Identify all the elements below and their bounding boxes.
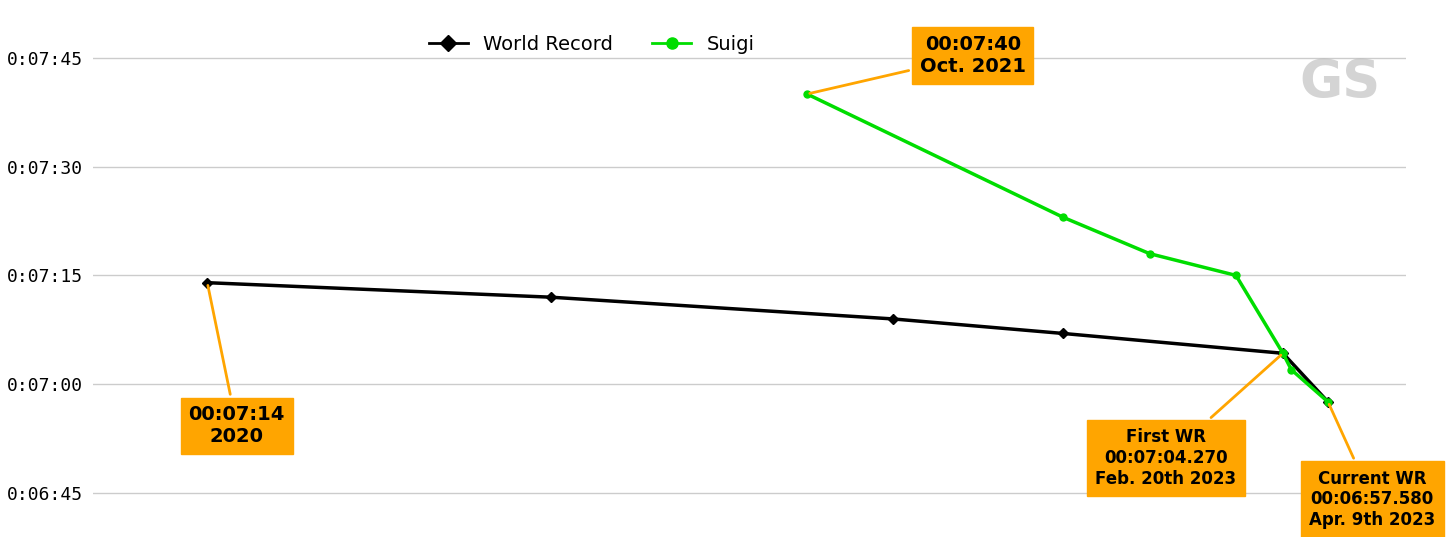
Text: GS: GS: [1299, 57, 1380, 109]
Text: 00:07:40
Oct. 2021: 00:07:40 Oct. 2021: [810, 35, 1025, 93]
Text: Current WR
00:06:57.580
Apr. 9th 2023: Current WR 00:06:57.580 Apr. 9th 2023: [1309, 404, 1436, 529]
Legend: World Record, Suigi: World Record, Suigi: [421, 27, 763, 62]
Text: 00:07:14
2020: 00:07:14 2020: [188, 285, 285, 446]
Text: First WR
00:07:04.270
Feb. 20th 2023: First WR 00:07:04.270 Feb. 20th 2023: [1095, 355, 1281, 488]
